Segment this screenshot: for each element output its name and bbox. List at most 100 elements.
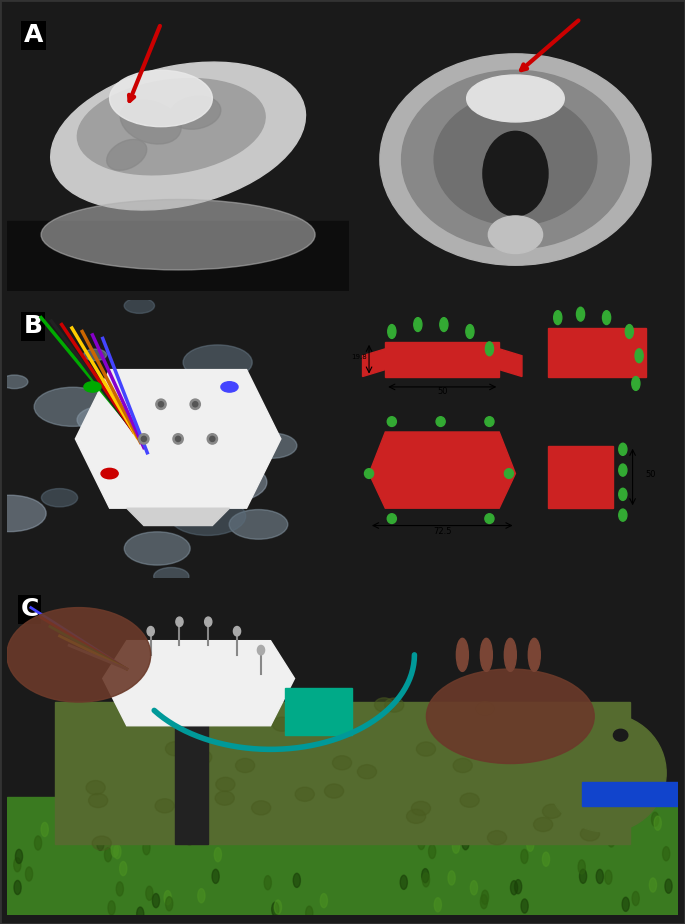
Ellipse shape: [272, 902, 279, 917]
Ellipse shape: [510, 881, 518, 894]
Ellipse shape: [304, 452, 370, 484]
Ellipse shape: [514, 880, 522, 894]
Ellipse shape: [173, 433, 183, 444]
Ellipse shape: [283, 493, 343, 525]
Ellipse shape: [77, 79, 265, 175]
Ellipse shape: [110, 70, 212, 127]
Ellipse shape: [308, 463, 336, 477]
Ellipse shape: [321, 894, 327, 907]
Ellipse shape: [434, 898, 441, 912]
Ellipse shape: [471, 881, 477, 894]
Ellipse shape: [121, 100, 181, 144]
Ellipse shape: [116, 881, 123, 896]
Ellipse shape: [164, 891, 171, 905]
Ellipse shape: [236, 759, 255, 772]
Ellipse shape: [480, 894, 488, 908]
Ellipse shape: [543, 804, 562, 819]
Ellipse shape: [580, 869, 586, 883]
Ellipse shape: [23, 352, 105, 393]
Ellipse shape: [483, 131, 548, 216]
Ellipse shape: [625, 324, 634, 338]
Ellipse shape: [580, 827, 599, 841]
Ellipse shape: [488, 216, 543, 253]
Ellipse shape: [175, 436, 181, 442]
Ellipse shape: [436, 417, 445, 427]
Polygon shape: [55, 702, 630, 844]
Ellipse shape: [325, 709, 345, 723]
Ellipse shape: [401, 70, 630, 249]
Ellipse shape: [186, 377, 237, 402]
Ellipse shape: [15, 849, 23, 864]
Polygon shape: [7, 9, 349, 291]
Ellipse shape: [504, 468, 514, 479]
Ellipse shape: [387, 417, 397, 427]
Ellipse shape: [632, 377, 640, 390]
Ellipse shape: [221, 382, 238, 392]
Ellipse shape: [521, 849, 528, 864]
Ellipse shape: [190, 825, 198, 839]
Ellipse shape: [138, 433, 149, 444]
Polygon shape: [75, 370, 281, 508]
Ellipse shape: [488, 831, 507, 845]
Ellipse shape: [198, 889, 205, 903]
Ellipse shape: [426, 669, 594, 763]
Ellipse shape: [147, 626, 154, 636]
Ellipse shape: [422, 869, 429, 882]
Polygon shape: [548, 328, 645, 377]
Ellipse shape: [481, 812, 488, 826]
Ellipse shape: [452, 839, 460, 853]
Ellipse shape: [423, 873, 429, 887]
Ellipse shape: [552, 806, 560, 821]
Ellipse shape: [456, 638, 469, 672]
Ellipse shape: [453, 759, 472, 772]
Ellipse shape: [619, 464, 627, 476]
Polygon shape: [127, 508, 229, 526]
Ellipse shape: [406, 809, 425, 823]
Ellipse shape: [273, 717, 292, 731]
Ellipse shape: [190, 399, 200, 409]
Ellipse shape: [306, 906, 313, 920]
Ellipse shape: [137, 823, 144, 838]
Ellipse shape: [158, 402, 164, 407]
Ellipse shape: [120, 861, 127, 876]
Ellipse shape: [107, 140, 147, 170]
Ellipse shape: [293, 873, 301, 887]
Ellipse shape: [146, 886, 153, 900]
Ellipse shape: [234, 626, 240, 636]
Ellipse shape: [156, 399, 166, 409]
Ellipse shape: [553, 310, 562, 324]
Ellipse shape: [588, 813, 595, 827]
Ellipse shape: [141, 436, 147, 442]
Ellipse shape: [77, 424, 138, 455]
Ellipse shape: [534, 818, 553, 832]
Ellipse shape: [41, 822, 49, 836]
Ellipse shape: [212, 869, 219, 883]
Ellipse shape: [617, 771, 636, 784]
Ellipse shape: [251, 801, 271, 815]
Ellipse shape: [619, 509, 627, 521]
Ellipse shape: [407, 824, 414, 838]
Ellipse shape: [215, 791, 234, 805]
Ellipse shape: [543, 852, 549, 867]
Ellipse shape: [482, 890, 488, 905]
Ellipse shape: [605, 870, 612, 884]
Ellipse shape: [25, 867, 33, 881]
Ellipse shape: [295, 787, 314, 801]
Ellipse shape: [114, 845, 121, 858]
Ellipse shape: [440, 318, 448, 332]
Ellipse shape: [161, 492, 236, 529]
Polygon shape: [369, 432, 515, 508]
Ellipse shape: [136, 907, 144, 921]
Ellipse shape: [210, 436, 215, 442]
Text: A: A: [24, 23, 43, 47]
Ellipse shape: [486, 342, 493, 356]
Ellipse shape: [152, 894, 160, 907]
Ellipse shape: [255, 796, 262, 809]
Ellipse shape: [440, 799, 447, 814]
Ellipse shape: [332, 756, 351, 770]
Ellipse shape: [155, 798, 174, 813]
Ellipse shape: [205, 617, 212, 626]
Ellipse shape: [14, 881, 21, 894]
Ellipse shape: [521, 899, 528, 913]
Ellipse shape: [260, 792, 267, 806]
